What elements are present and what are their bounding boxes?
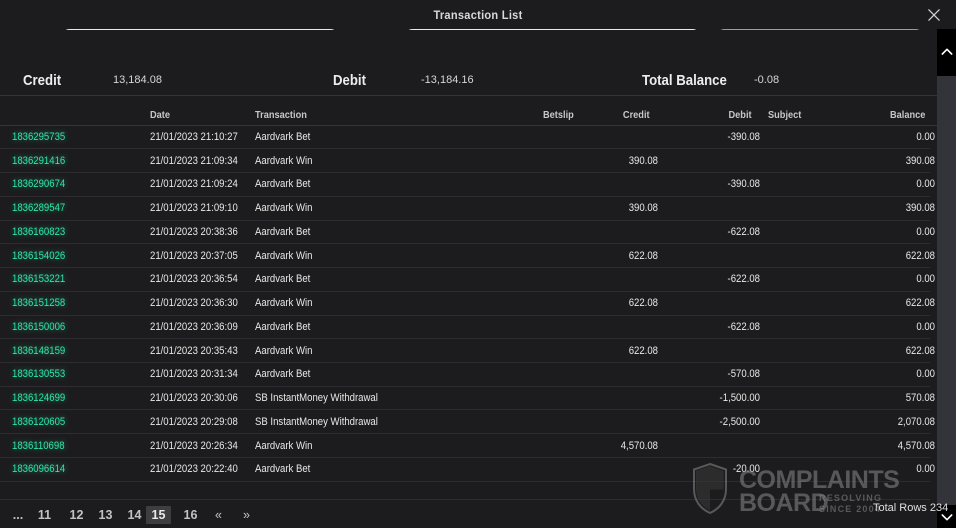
svg-text:BOARD: BOARD (739, 489, 828, 517)
svg-text:SINCE 2004: SINCE 2004 (819, 504, 881, 514)
svg-text:RESOLVING: RESOLVING (819, 493, 882, 503)
